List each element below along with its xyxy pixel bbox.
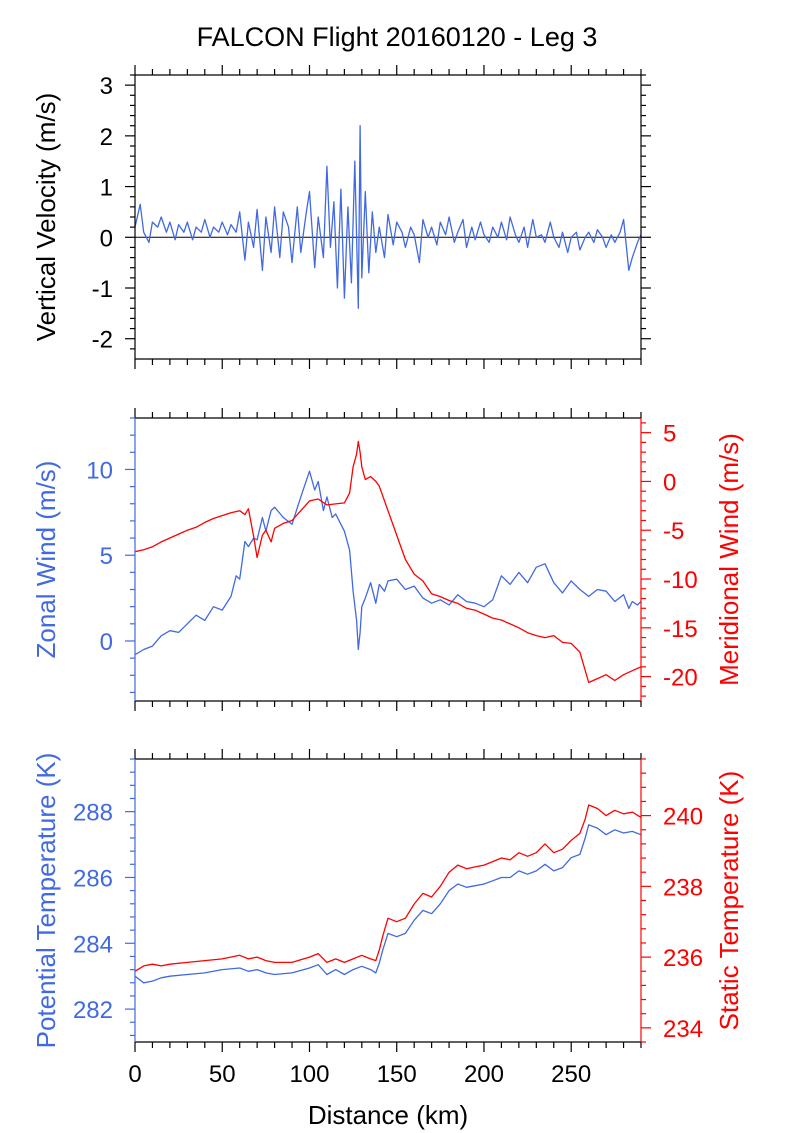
y-tick-label-left: 288 — [73, 800, 113, 827]
y-tick-label-left: -2 — [92, 327, 113, 354]
x-tick-label: 50 — [209, 1061, 236, 1088]
panel-1: -2 -1 0 1 2 3 Vertical Velocity (m/s) — [31, 65, 651, 369]
y-tick-label-left: 1 — [100, 175, 113, 202]
y-tick-label-right: 5 — [663, 421, 676, 448]
panel-2: 0 5 10 Zonal Wind (m/s) -20 -15 -10 -5 0 5 Meridio… — [31, 408, 744, 711]
y-tick-label-left: 0 — [100, 629, 113, 656]
panel-3: 0 50 100 150 200 250 Distance (km) 282 284 286 288… — [31, 749, 744, 1130]
y-tick-label-left: 10 — [86, 457, 113, 484]
x-tick-label: 250 — [551, 1061, 591, 1088]
y-tick-label-left: 284 — [73, 931, 113, 958]
y-axis-label-left: Potential Temperature (K) — [31, 753, 61, 1049]
series-line-2-2 — [135, 440, 641, 684]
y-tick-label-left: -1 — [92, 276, 113, 303]
y-tick-label-right: 234 — [663, 1016, 703, 1043]
y-tick-label-right: -15 — [663, 616, 698, 643]
y-tick-label-left: 5 — [100, 543, 113, 570]
y-tick-label-left: 282 — [73, 997, 113, 1024]
y-tick-label-left: 0 — [100, 225, 113, 252]
y-tick-label-left: 2 — [100, 124, 113, 151]
series-line-1-1 — [135, 125, 641, 309]
y-tick-label-right: 236 — [663, 945, 703, 972]
y-tick-label-left: 3 — [100, 73, 113, 100]
y-tick-label-right: -10 — [663, 567, 698, 594]
series-line-2-1 — [135, 470, 641, 656]
series-line-3-2 — [135, 804, 641, 972]
y-axis-label-left: Zonal Wind (m/s) — [31, 461, 61, 659]
y-tick-label-right: 238 — [663, 874, 703, 901]
y-axis-label-left: Vertical Velocity (m/s) — [31, 93, 61, 342]
series-line-3-1 — [135, 824, 641, 984]
y-tick-label-right: -20 — [663, 665, 698, 692]
x-axis-label: Distance (km) — [308, 1100, 468, 1130]
y-tick-label-left: 286 — [73, 865, 113, 892]
y-tick-label-right: -5 — [663, 518, 684, 545]
x-tick-label: 100 — [289, 1061, 329, 1088]
y-axis-label-right: Meridional Wind (m/s) — [714, 433, 744, 686]
y-tick-label-right: 240 — [663, 804, 703, 831]
x-tick-label: 200 — [464, 1061, 504, 1088]
figure-title: FALCON Flight 20160120 - Leg 3 — [197, 22, 598, 52]
x-tick-label: 0 — [128, 1061, 141, 1088]
y-tick-label-right: 0 — [663, 469, 676, 496]
y-axis-label-right: Static Temperature (K) — [714, 771, 744, 1031]
x-tick-label: 150 — [377, 1061, 417, 1088]
